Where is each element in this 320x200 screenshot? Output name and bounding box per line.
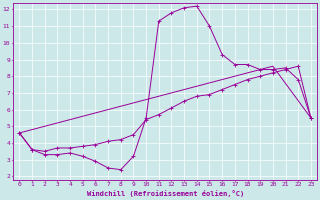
X-axis label: Windchill (Refroidissement éolien,°C): Windchill (Refroidissement éolien,°C) xyxy=(86,190,244,197)
